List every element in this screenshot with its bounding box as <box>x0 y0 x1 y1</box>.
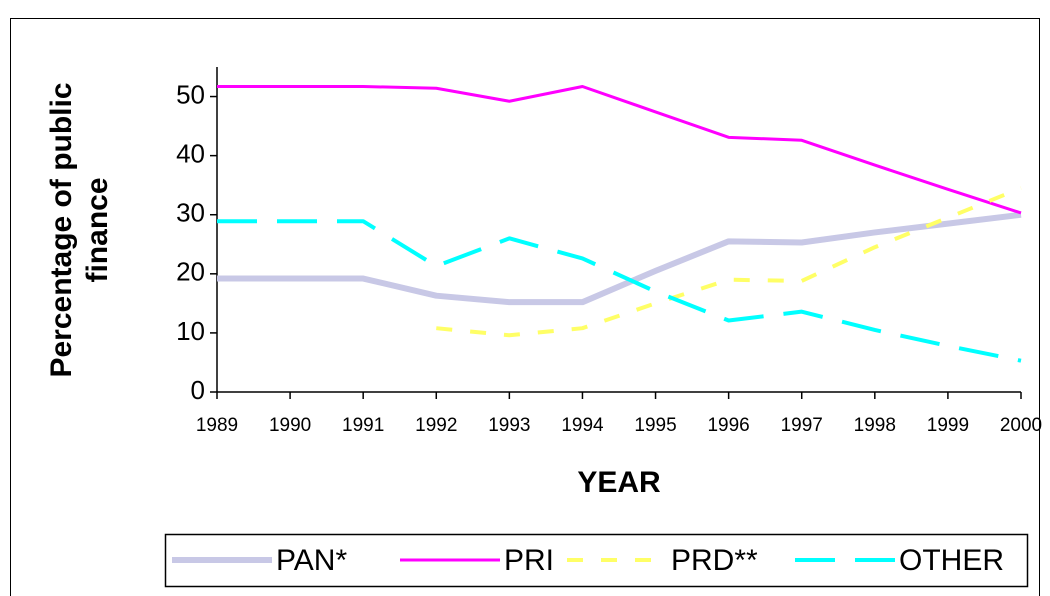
x-tick-label: 1994 <box>561 415 604 436</box>
x-axis-label: YEAR <box>577 466 661 499</box>
x-tick-label: 1999 <box>927 415 969 436</box>
y-axis-label-line: finance <box>81 177 114 282</box>
y-tick-label: 0 <box>191 375 205 405</box>
series-line <box>217 85 1022 215</box>
series-line <box>436 186 1022 338</box>
y-axis-label: Percentage of public finance <box>45 82 114 377</box>
y-tick-label: 30 <box>176 198 205 228</box>
x-tick-label: 1995 <box>634 415 676 436</box>
legend-label: OTHER <box>899 544 1004 577</box>
series-line <box>217 211 1022 306</box>
x-tick-label: 1997 <box>781 415 823 436</box>
series-line <box>217 219 1022 363</box>
x-tick-label: 1992 <box>415 415 457 436</box>
y-tick-label: 20 <box>176 257 205 287</box>
y-tick-label: 10 <box>176 316 205 346</box>
x-tick-label: 1989 <box>196 415 238 436</box>
x-tick-label: 1996 <box>707 415 749 436</box>
x-tick-label: 1990 <box>269 415 311 436</box>
x-tick-label: 1991 <box>342 415 384 436</box>
y-tick-label: 50 <box>176 79 205 109</box>
legend-label: PAN* <box>276 544 347 577</box>
chart-frame <box>10 18 1040 596</box>
x-tick-label: 1993 <box>488 415 530 436</box>
y-axis-label-line: Percentage of public <box>45 82 78 377</box>
legend-label: PRI <box>504 544 554 577</box>
y-tick-label: 40 <box>176 139 205 169</box>
x-tick-label: 2000 <box>1000 415 1042 436</box>
x-tick-label: 1998 <box>854 415 896 436</box>
legend-label: PRD** <box>671 544 758 577</box>
